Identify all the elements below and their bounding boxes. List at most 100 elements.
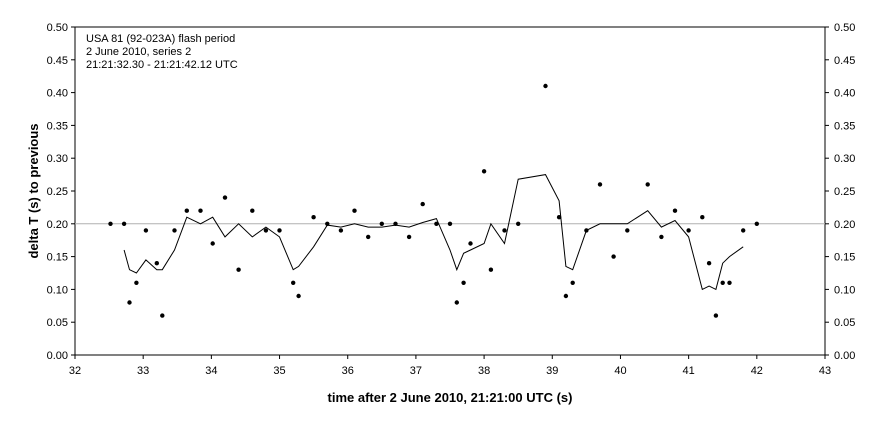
y-tick-label-left: 0.40	[47, 88, 68, 100]
data-point	[134, 280, 139, 285]
data-point	[127, 300, 132, 305]
x-tick-label: 34	[205, 365, 217, 377]
data-point	[379, 221, 384, 226]
data-point	[434, 221, 439, 226]
x-tick-label: 37	[410, 365, 422, 377]
x-tick-label: 33	[137, 365, 149, 377]
data-point	[236, 267, 241, 272]
data-point	[154, 261, 159, 266]
data-point	[250, 208, 255, 213]
data-point	[468, 241, 473, 246]
x-axis-label: time after 2 June 2010, 21:21:00 UTC (s)	[328, 390, 573, 405]
data-point	[338, 228, 344, 233]
x-tick-label: 42	[751, 365, 763, 377]
data-point	[556, 215, 562, 220]
y-tick-label-left: 0.50	[47, 22, 68, 34]
y-tick-label-right: 0.10	[834, 284, 855, 296]
data-point	[563, 293, 569, 299]
series-line-layer	[123, 174, 744, 291]
y-tick-label-right: 0.50	[834, 22, 855, 34]
y-tick-label-right: 0.35	[834, 120, 855, 132]
data-point	[198, 208, 203, 213]
x-tick-label: 35	[273, 365, 285, 377]
data-point	[296, 293, 301, 299]
y-tick-label-left: 0.20	[47, 219, 68, 231]
data-point	[210, 241, 215, 246]
data-point	[659, 234, 664, 240]
y-tick-label-right: 0.25	[834, 186, 855, 198]
data-point	[481, 169, 487, 174]
data-point	[584, 228, 589, 233]
data-point	[597, 182, 603, 187]
y-tick-label-right: 0.20	[834, 219, 855, 231]
y-tick-label-right: 0.00	[834, 350, 855, 362]
annotation-line-2: 2 June 2010, series 2	[86, 46, 191, 58]
y-tick-label-left: 0.25	[47, 186, 68, 198]
data-point	[311, 215, 316, 220]
x-tick-label: 36	[342, 365, 354, 377]
x-tick-label: 32	[69, 365, 81, 377]
data-point	[108, 221, 113, 226]
data-point	[625, 228, 630, 233]
data-point	[672, 208, 678, 213]
series-line	[123, 174, 744, 291]
data-point	[406, 234, 412, 240]
y-tick-label-left: 0.10	[47, 284, 68, 296]
data-point	[502, 228, 507, 233]
y-tick-label-left: 0.35	[47, 120, 68, 132]
data-point	[700, 215, 705, 220]
y-tick-label-right: 0.05	[834, 317, 855, 329]
y-tick-label-right: 0.40	[834, 88, 855, 100]
y-tick-label-left: 0.00	[47, 350, 68, 362]
data-point	[447, 221, 453, 226]
data-point	[143, 228, 149, 233]
data-point	[706, 261, 712, 266]
data-point	[352, 208, 357, 213]
data-point	[277, 228, 282, 233]
data-point	[420, 201, 425, 207]
data-point	[741, 228, 746, 233]
annotation-line-3: 21:21:32.30 - 21:21:42.12 UTC	[86, 59, 238, 71]
data-point	[160, 313, 165, 318]
data-point	[754, 221, 759, 226]
annotation-line-1: USA 81 (92-023A) flash period	[86, 33, 235, 45]
data-point	[686, 228, 691, 233]
y-axis-label: delta T (s) to previous	[26, 123, 41, 258]
y-tick-label-left: 0.15	[47, 252, 68, 264]
data-point	[516, 221, 521, 226]
data-point	[325, 221, 330, 226]
x-tick-label: 39	[546, 365, 558, 377]
data-point	[291, 280, 296, 285]
x-tick-label: 41	[683, 365, 695, 377]
data-point	[366, 234, 371, 240]
annotation-block: USA 81 (92-023A) flash period 2 June 201…	[86, 33, 238, 71]
series-points-layer	[108, 83, 759, 318]
y-tick-label-left: 0.45	[47, 55, 68, 67]
x-tick-label: 40	[614, 365, 626, 377]
y-tick-label-left: 0.30	[47, 153, 68, 165]
y-tick-label-right: 0.45	[834, 55, 855, 67]
axis-layer: 32 33 34 35 36 37 38 39 40 41 42 430.00 0.000.05 0.05…	[47, 22, 856, 377]
data-point	[172, 228, 177, 233]
data-point	[611, 254, 616, 259]
data-point	[645, 182, 650, 187]
y-tick-label-right: 0.30	[834, 153, 855, 165]
plot-frame	[74, 26, 826, 356]
data-point	[121, 221, 127, 226]
x-tick-label: 43	[819, 365, 831, 377]
data-point	[263, 228, 269, 233]
data-point	[393, 221, 398, 226]
data-point	[727, 280, 732, 285]
data-point	[543, 83, 548, 89]
y-tick-label-right: 0.15	[834, 252, 855, 264]
x-tick-label: 38	[478, 365, 490, 377]
data-point	[570, 280, 575, 285]
data-point	[461, 280, 466, 285]
y-tick-label-left: 0.05	[47, 317, 68, 329]
data-point	[184, 208, 189, 213]
data-point	[222, 195, 228, 200]
data-point	[720, 280, 725, 285]
data-point	[488, 267, 494, 272]
data-point	[454, 300, 459, 305]
